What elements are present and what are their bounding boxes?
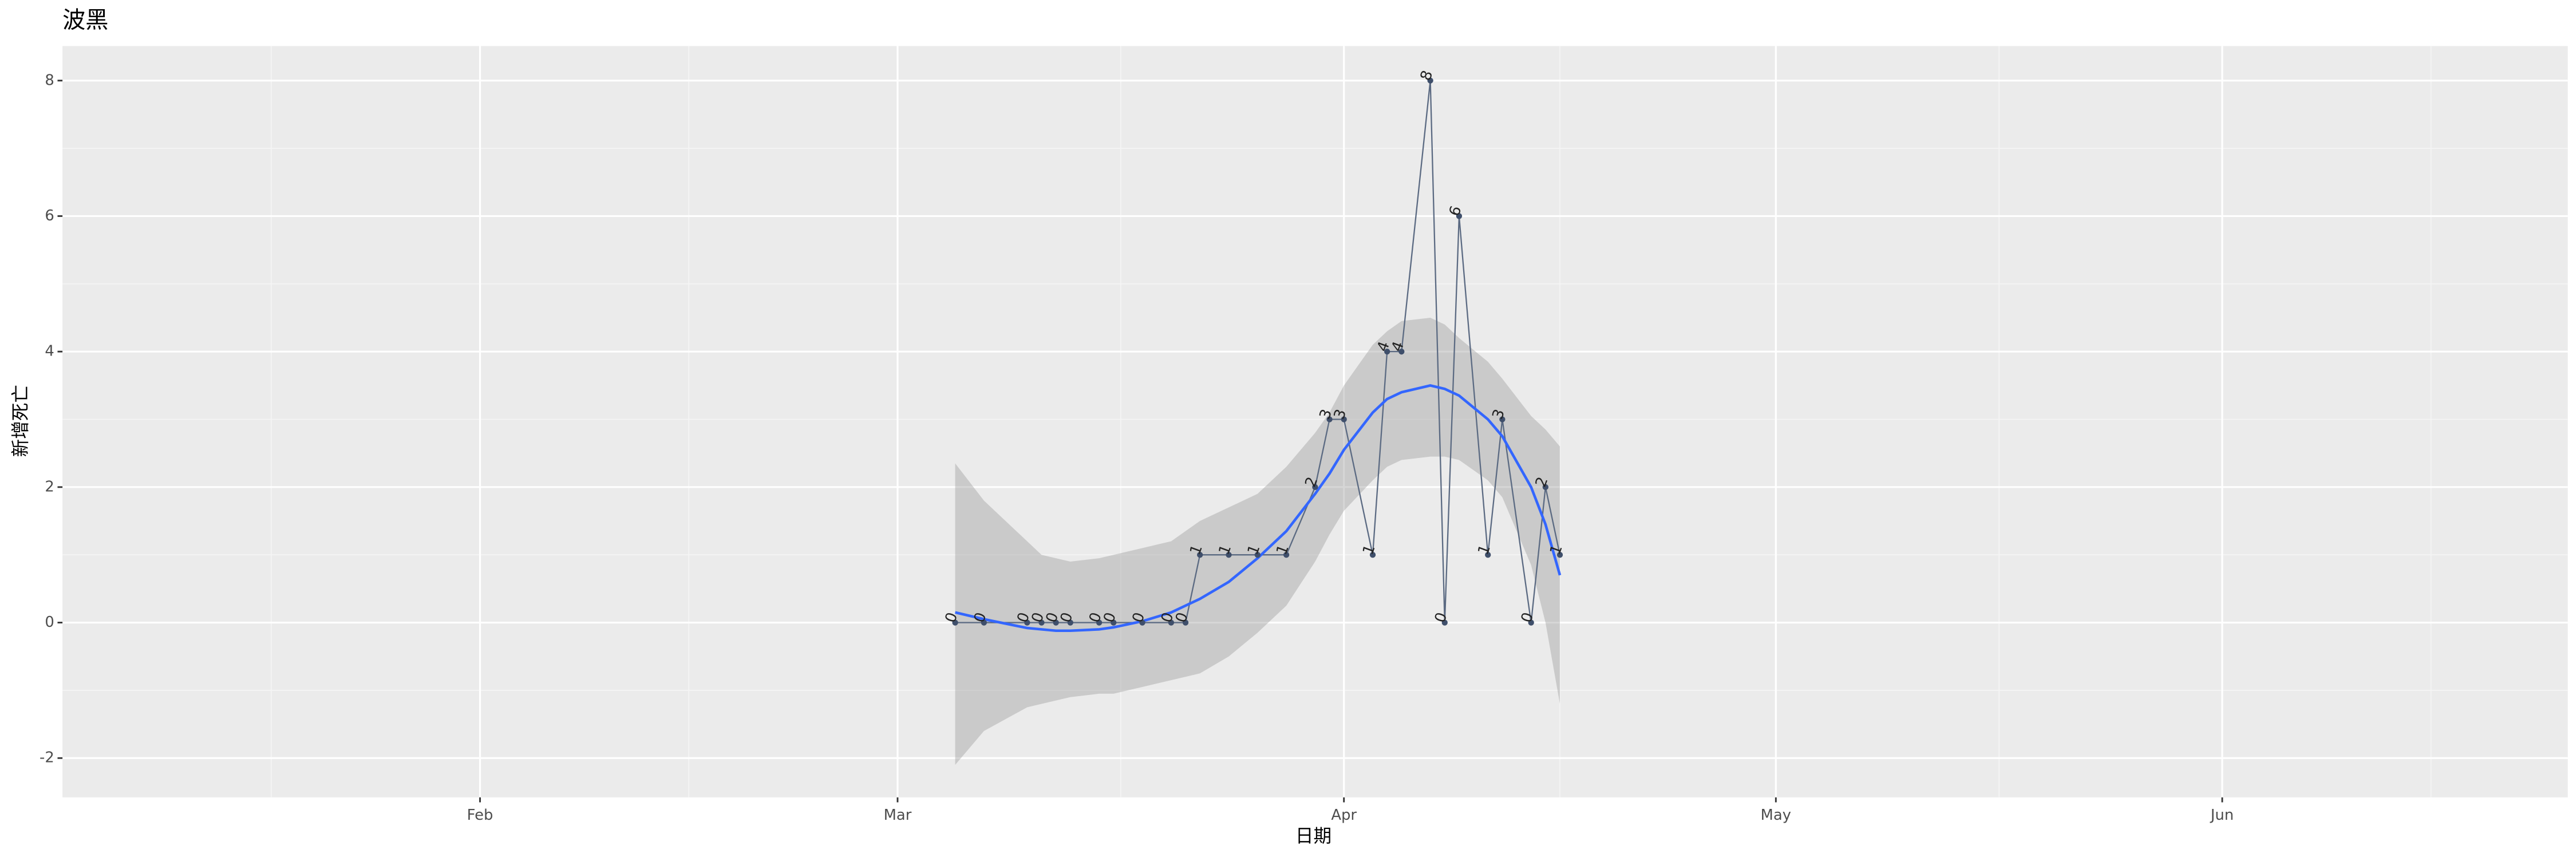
point xyxy=(1283,552,1290,558)
point xyxy=(1369,552,1376,558)
point xyxy=(1499,416,1506,422)
point xyxy=(1196,552,1203,558)
chart-title: 波黑 xyxy=(62,7,108,33)
smooth-line xyxy=(955,384,1562,633)
y-tick-label: 6 xyxy=(45,207,54,224)
point xyxy=(1441,619,1448,626)
point xyxy=(1111,619,1117,626)
y-tick-label: 8 xyxy=(45,72,54,89)
point xyxy=(1456,213,1463,219)
y-tick-label: 4 xyxy=(45,343,54,360)
point xyxy=(1038,619,1045,626)
point xyxy=(1182,619,1189,626)
x-tick-label: May xyxy=(1761,807,1791,824)
y-tick-label: 2 xyxy=(45,478,54,495)
point xyxy=(952,619,958,626)
x-tick-label: Mar xyxy=(884,807,912,824)
point xyxy=(1485,552,1491,558)
point xyxy=(1341,416,1347,422)
point xyxy=(1542,484,1548,491)
point xyxy=(1556,552,1563,558)
y-axis-label: 新增死亡 xyxy=(10,385,31,457)
x-tick-label: Apr xyxy=(1331,807,1357,824)
point xyxy=(1427,77,1433,84)
point xyxy=(1226,552,1232,558)
point xyxy=(1398,348,1405,355)
point xyxy=(1096,619,1103,626)
panel xyxy=(62,46,2568,797)
point xyxy=(1254,552,1261,558)
y-tick-label: 0 xyxy=(45,614,54,631)
point xyxy=(1384,348,1390,355)
point xyxy=(1528,619,1534,626)
x-axis-label: 日期 xyxy=(1295,826,1332,847)
point xyxy=(1139,619,1145,626)
point xyxy=(1024,619,1030,626)
point xyxy=(1312,484,1318,491)
x-tick-label: Feb xyxy=(467,807,493,824)
confidence-band xyxy=(955,317,1560,765)
point xyxy=(1053,619,1059,626)
point xyxy=(1326,416,1333,422)
point xyxy=(981,619,987,626)
y-tick-label: -2 xyxy=(39,749,54,767)
point xyxy=(1067,619,1073,626)
point xyxy=(1168,619,1175,626)
x-tick-label: Jun xyxy=(2210,807,2234,824)
